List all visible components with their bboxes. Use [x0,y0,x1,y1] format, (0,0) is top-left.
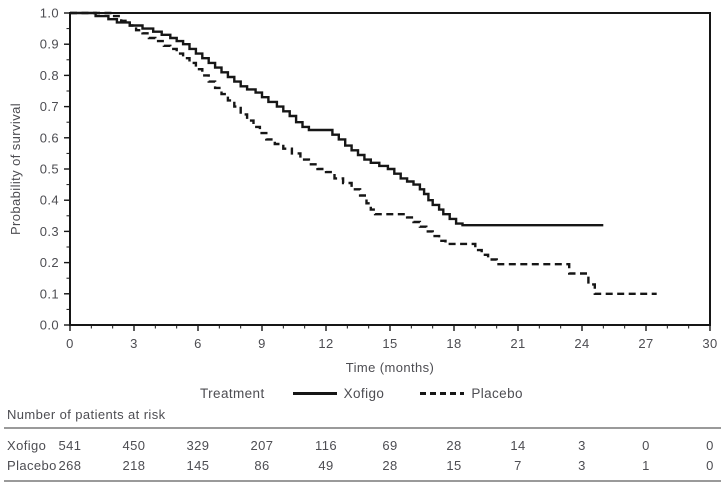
risk-value: 86 [254,458,270,473]
risk-value: 7 [514,458,522,473]
y-tick-label: 0.7 [40,99,59,114]
y-tick-label: 0.4 [40,193,59,208]
y-tick-label: 1.0 [40,6,59,21]
y-tick-label: 0.6 [40,130,59,145]
risk-value: 3 [578,458,586,473]
risk-value: 541 [58,438,82,453]
risk-value: 0 [642,438,650,453]
risk-row-label: Placebo [7,458,57,473]
risk-row-placebo: Placebo 268 218 145 86 49 28 15 7 3 1 0 [0,458,725,474]
legend-title: Treatment [200,385,265,401]
risk-table-top-rule [4,427,721,429]
y-tick-label: 0.2 [40,255,59,270]
y-tick-label: 0.9 [40,37,59,52]
risk-value: 0 [706,458,714,473]
risk-table-title: Number of patients at risk [7,407,166,422]
risk-value: 14 [510,438,526,453]
risk-value: 329 [186,438,210,453]
x-tick-label: 6 [194,336,202,351]
y-tick-label: 0.0 [40,318,59,333]
x-tick-label: 15 [382,336,397,351]
risk-value: 218 [122,458,146,473]
legend-dashed-line-icon [420,391,465,395]
risk-value: 1 [642,458,650,473]
y-tick-label: 0.3 [40,224,59,239]
risk-value: 49 [318,458,334,473]
y-axis-label: Probability of survival [8,102,23,236]
risk-value: 69 [382,438,398,453]
x-tick-label: 0 [66,336,74,351]
x-tick-label: 12 [318,336,333,351]
survival-curve-placebo [70,11,657,295]
x-tick-label: 30 [702,336,717,351]
risk-row-label: Xofigo [7,438,47,453]
y-tick-label: 0.1 [40,286,59,301]
x-tick-label: 24 [574,336,589,351]
risk-table-bottom-rule [4,480,721,482]
risk-value: 28 [446,438,462,453]
risk-row-xofigo: Xofigo 541 450 329 207 116 69 28 14 3 0 0 [0,438,725,454]
plot-area: 0 3 6 9 12 15 18 21 24 27 30 0.0 0.1 0.2 0.3 0.4 0.5 0.6 0… [40,6,718,352]
risk-value: 3 [578,438,586,453]
risk-value: 450 [122,438,146,453]
legend: Treatment Xofigo Placebo [200,384,523,402]
risk-value: 145 [186,458,210,473]
legend-label-placebo: Placebo [471,385,523,401]
legend-label-xofigo: Xofigo [343,385,385,401]
y-tick-label: 0.5 [40,162,59,177]
risk-value: 268 [58,458,82,473]
x-tick-label: 9 [258,336,266,351]
survival-curve-xofigo [70,11,604,227]
x-tick-label: 18 [446,336,461,351]
risk-value: 28 [382,458,398,473]
risk-value: 15 [446,458,462,473]
x-tick-label: 3 [130,336,138,351]
x-axis-label: Time (months) [345,360,435,375]
x-tick-label: 21 [510,336,525,351]
legend-solid-line-icon [292,391,337,395]
risk-value: 116 [315,438,337,453]
risk-value: 207 [250,438,274,453]
x-tick-label: 27 [638,336,653,351]
risk-value: 0 [706,438,714,453]
y-tick-label: 0.8 [40,68,59,83]
